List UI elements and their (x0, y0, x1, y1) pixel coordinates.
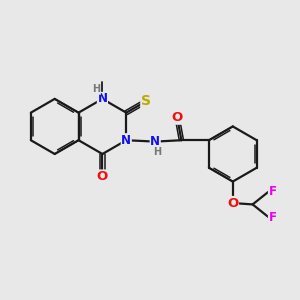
Text: H: H (92, 84, 101, 94)
Text: S: S (141, 94, 151, 108)
Text: O: O (172, 111, 183, 124)
Text: O: O (227, 196, 238, 209)
Text: O: O (97, 170, 108, 183)
Text: N: N (150, 135, 160, 148)
Text: F: F (268, 211, 277, 224)
Text: N: N (98, 92, 107, 105)
Text: N: N (121, 134, 131, 147)
Text: F: F (268, 185, 277, 198)
Text: H: H (153, 147, 161, 157)
